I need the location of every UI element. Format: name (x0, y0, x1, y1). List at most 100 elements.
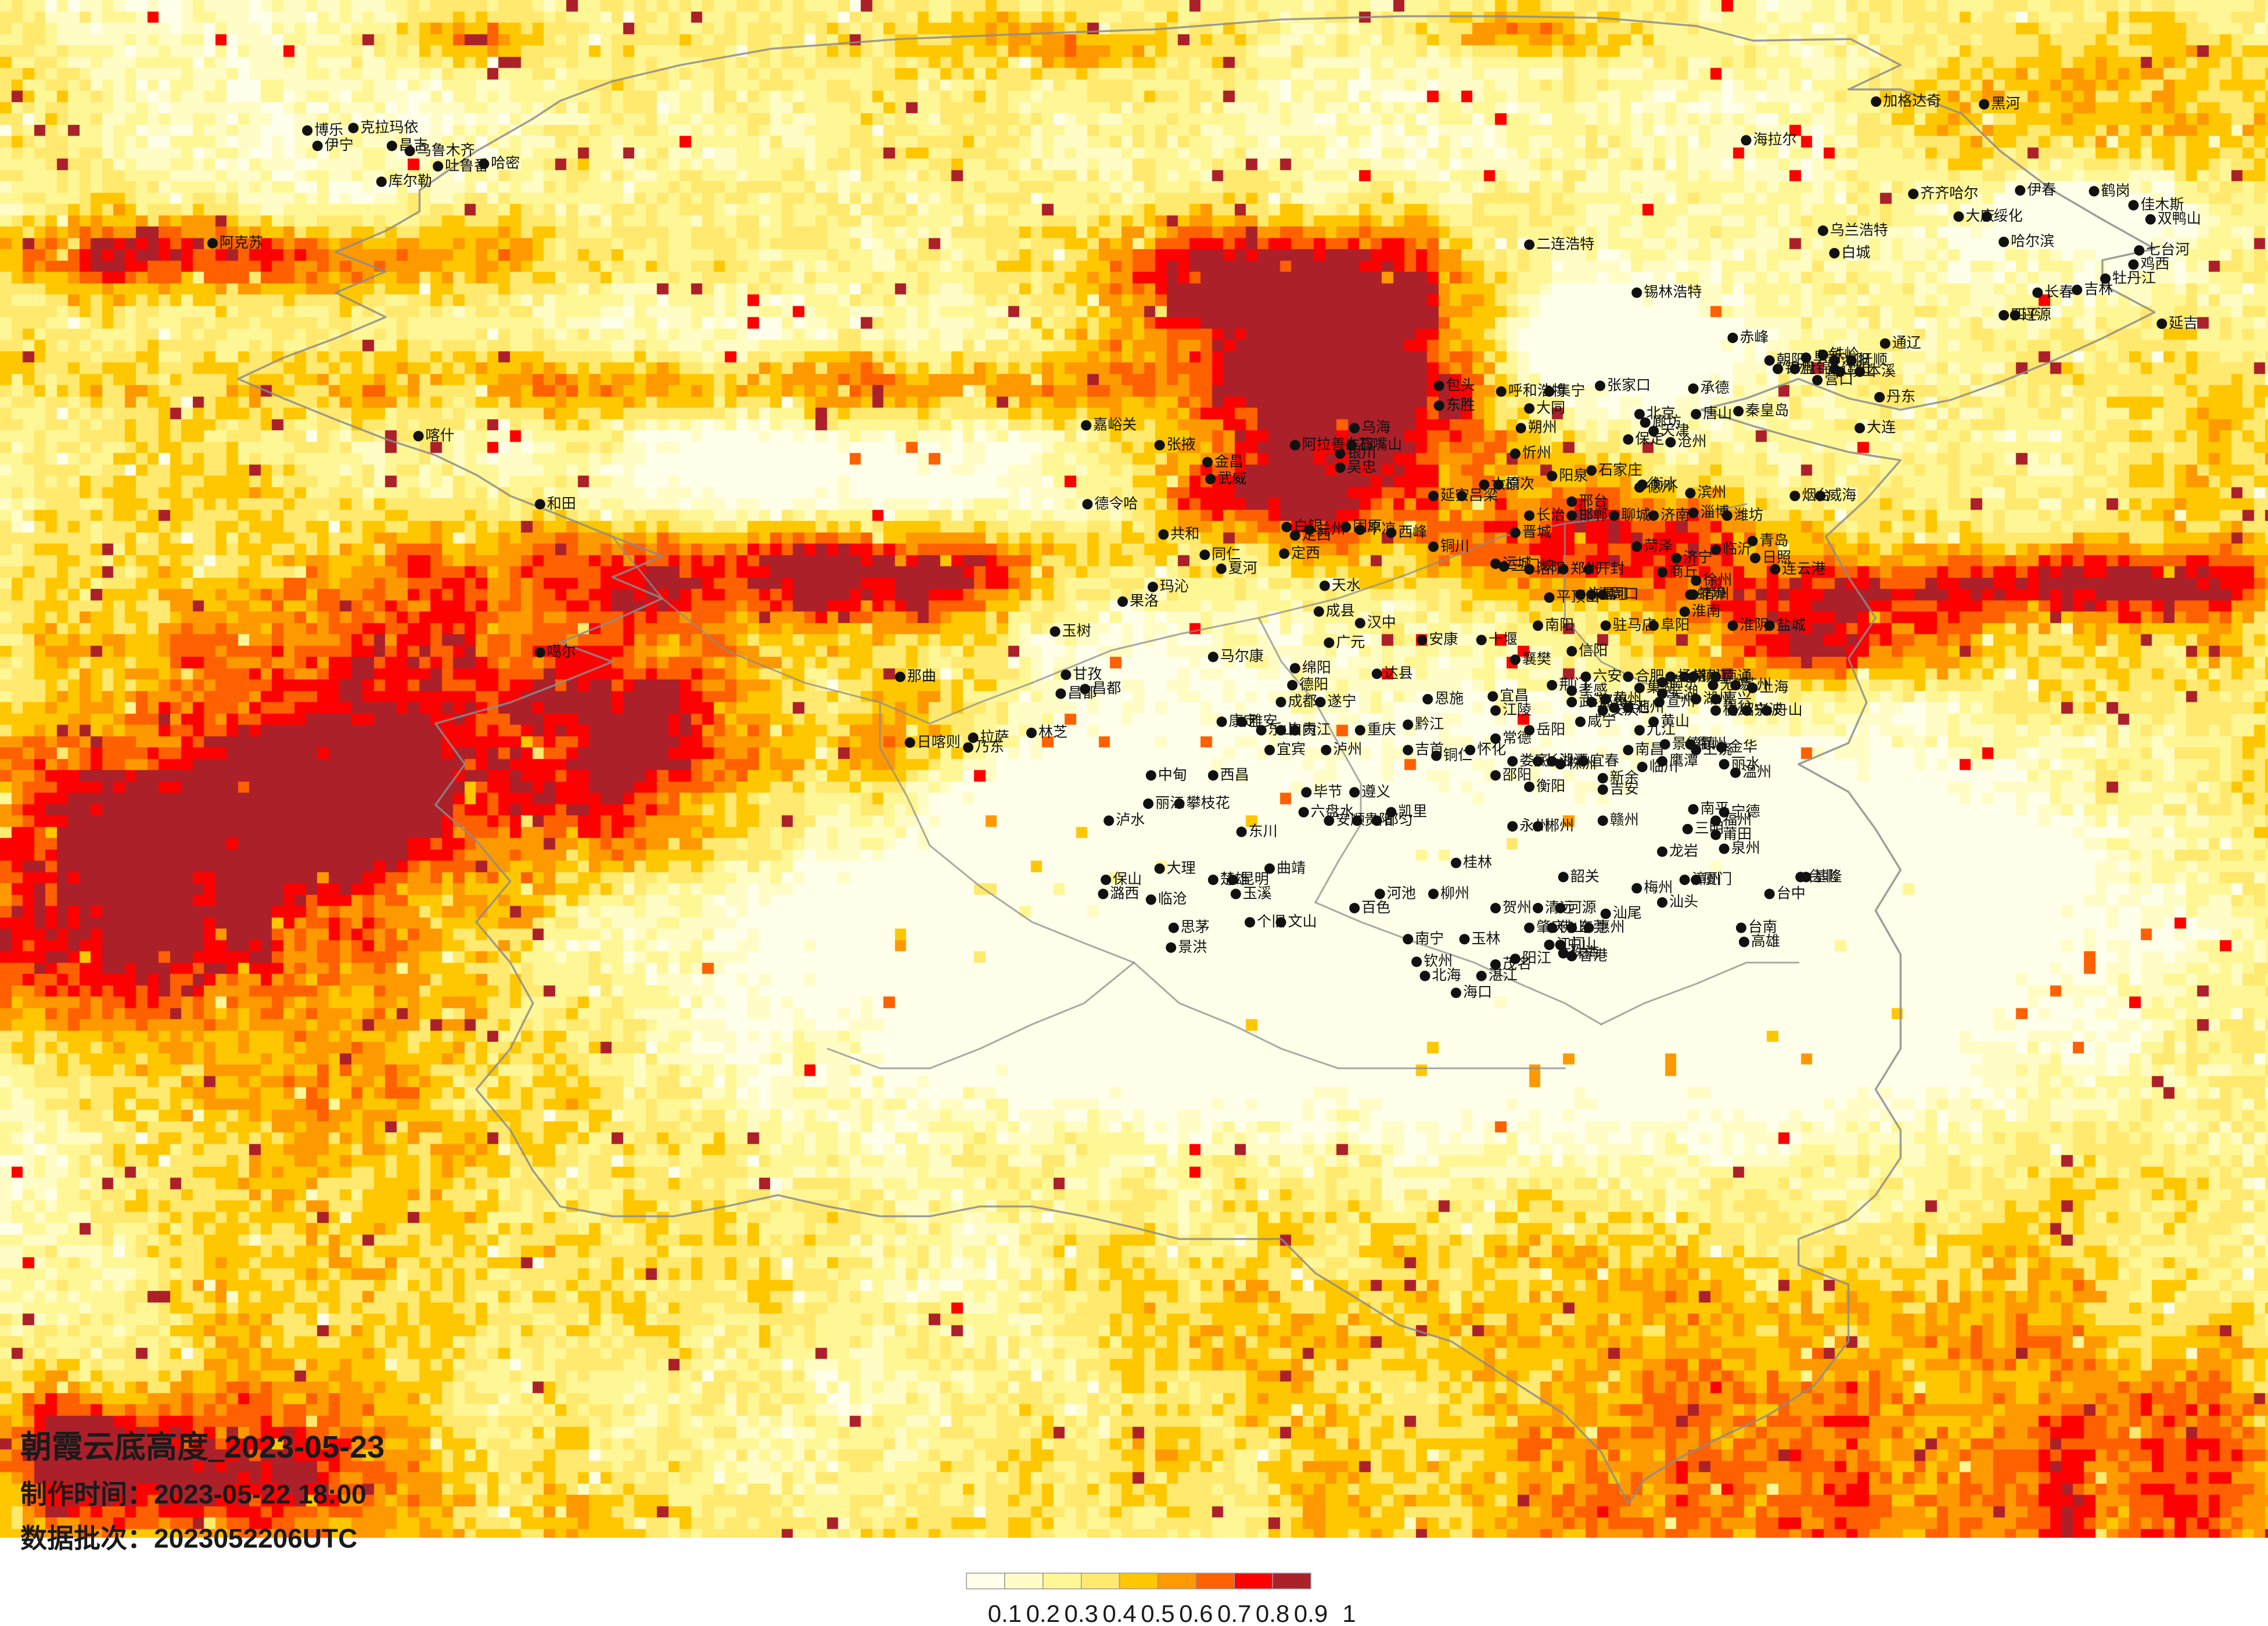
svg-text:成县: 成县 (1326, 603, 1355, 619)
svg-text:吴忠: 吴忠 (1347, 459, 1376, 475)
svg-text:0.2: 0.2 (1026, 1600, 1060, 1626)
svg-text:黔江: 黔江 (1415, 716, 1444, 732)
svg-text:廊坊: 廊坊 (1652, 414, 1681, 430)
svg-text:铜川: 铜川 (1440, 538, 1469, 554)
svg-text:哈密: 哈密 (491, 155, 520, 171)
svg-text:徐州: 徐州 (1703, 572, 1732, 588)
svg-text:凯里: 凯里 (1398, 804, 1427, 820)
svg-text:宣州: 宣州 (1666, 693, 1695, 710)
svg-text:本溪: 本溪 (1867, 363, 1896, 379)
svg-text:伊宁: 伊宁 (325, 137, 354, 153)
svg-text:武威: 武威 (1217, 470, 1246, 487)
svg-text:阿克苏: 阿克苏 (220, 235, 263, 251)
svg-text:连云港: 连云港 (1782, 560, 1825, 577)
svg-text:延安: 延安 (1440, 487, 1469, 503)
svg-text:阿拉善左旗: 阿拉善左旗 (1302, 437, 1375, 453)
svg-text:乌鲁木齐: 乌鲁木齐 (417, 142, 475, 159)
svg-text:那曲: 那曲 (907, 668, 936, 685)
svg-text:克拉玛依: 克拉玛依 (360, 119, 418, 135)
svg-text:喀什: 喀什 (426, 427, 455, 444)
svg-text:泉州: 泉州 (1731, 840, 1760, 857)
svg-text:定西: 定西 (1291, 545, 1320, 561)
svg-text:伊春: 伊春 (2027, 182, 2056, 198)
svg-text:汕头: 汕头 (1669, 894, 1698, 910)
svg-text:内江: 内江 (1302, 722, 1331, 738)
svg-text:六盘水: 六盘水 (1311, 804, 1354, 820)
svg-text:林芝: 林芝 (1038, 724, 1067, 740)
svg-text:达县: 达县 (1384, 665, 1413, 681)
svg-text:巢湖: 巢湖 (1647, 679, 1676, 696)
svg-text:榆次: 榆次 (1505, 476, 1534, 492)
svg-text:晋城: 晋城 (1522, 524, 1551, 540)
svg-text:夏河: 夏河 (1228, 560, 1257, 576)
svg-text:舟山: 舟山 (1774, 702, 1803, 718)
svg-text:十堰: 十堰 (1489, 631, 1518, 647)
svg-text:张家口: 张家口 (1607, 377, 1651, 393)
svg-text:高雄: 高雄 (1751, 933, 1780, 949)
svg-text:甘孜: 甘孜 (1073, 666, 1102, 682)
svg-text:2023-05-23: 2023-05-23 (224, 1430, 384, 1465)
svg-text:娄底: 娄底 (1519, 753, 1548, 769)
svg-text:秦皇岛: 秦皇岛 (1745, 402, 1789, 419)
svg-text:台中: 台中 (1777, 885, 1806, 901)
svg-text:制作时间：: 制作时间： (20, 1480, 154, 1509)
svg-text:通辽: 通辽 (1892, 335, 1921, 351)
svg-text:玉林: 玉林 (1472, 930, 1501, 947)
svg-text:青岛: 青岛 (1759, 533, 1788, 549)
svg-text:厦门: 厦门 (1703, 871, 1732, 887)
svg-text:双鸭山: 双鸭山 (2158, 211, 2201, 227)
svg-text:天水: 天水 (1332, 577, 1361, 593)
svg-text:0.3: 0.3 (1064, 1600, 1098, 1626)
svg-text:临沂: 临沂 (1723, 541, 1752, 557)
svg-text:宁德: 宁德 (1731, 804, 1760, 820)
svg-text:济南: 济南 (1660, 507, 1690, 523)
svg-text:2023052206UTC: 2023052206UTC (154, 1523, 357, 1553)
svg-text:遂宁: 遂宁 (1328, 693, 1357, 710)
svg-text:吉林: 吉林 (2084, 281, 2113, 297)
svg-text:曲靖: 曲靖 (1277, 860, 1306, 876)
svg-text:博乐: 博乐 (314, 122, 343, 138)
svg-text:黄山: 黄山 (1660, 713, 1690, 729)
svg-text:临沧: 临沧 (1158, 891, 1187, 907)
svg-text:玛沁: 玛沁 (1160, 578, 1189, 595)
svg-text:日喀则: 日喀则 (917, 734, 961, 750)
svg-text:安康: 安康 (1429, 631, 1458, 647)
svg-text:威海: 威海 (1827, 487, 1856, 503)
svg-text:噶尔: 噶尔 (547, 644, 576, 660)
svg-text:盐城: 盐城 (1777, 617, 1806, 633)
svg-text:汕尾: 汕尾 (1613, 905, 1642, 922)
svg-text:承德: 承德 (1701, 380, 1730, 396)
svg-text:赣州: 赣州 (1610, 812, 1639, 828)
svg-text:温州: 温州 (1742, 764, 1771, 780)
svg-text:乌兰浩特: 乌兰浩特 (1830, 222, 1888, 238)
svg-text:遵义: 遵义 (1361, 783, 1390, 800)
svg-text:南阳: 南阳 (1545, 617, 1574, 633)
svg-text:金华: 金华 (1728, 739, 1757, 755)
svg-text:蚌埠: 蚌埠 (1697, 586, 1726, 602)
svg-text:张掖: 张掖 (1167, 437, 1196, 453)
svg-text:2023-05-22 18:00: 2023-05-22 18:00 (154, 1479, 366, 1509)
svg-text:上海: 上海 (1759, 679, 1788, 696)
svg-text:唐山: 唐山 (1703, 405, 1732, 422)
svg-text:聊城: 聊城 (1621, 507, 1650, 523)
svg-text:0.7: 0.7 (1217, 1600, 1251, 1626)
svg-text:怀化: 怀化 (1477, 742, 1506, 758)
svg-text:景洪: 景洪 (1178, 939, 1207, 955)
svg-text:德阳: 德阳 (1299, 677, 1328, 693)
svg-text:玉树: 玉树 (1062, 623, 1091, 639)
svg-text:昌都: 昌都 (1092, 681, 1121, 697)
svg-text:大连: 大连 (1867, 419, 1896, 436)
svg-text:济宁: 济宁 (1683, 549, 1712, 566)
svg-text:吉安: 吉安 (1610, 781, 1639, 797)
svg-text:集宁: 集宁 (1557, 383, 1586, 399)
svg-text:潍坊: 潍坊 (1734, 507, 1763, 523)
svg-text:汉中: 汉中 (1367, 614, 1396, 631)
svg-text:池州: 池州 (1635, 699, 1664, 715)
svg-text:石家庄: 石家庄 (1598, 462, 1642, 478)
svg-text:北海: 北海 (1432, 967, 1461, 984)
svg-text:西昌: 西昌 (1220, 767, 1249, 783)
svg-text:攀枝花: 攀枝花 (1187, 795, 1230, 811)
svg-text:1: 1 (1342, 1600, 1356, 1626)
svg-text:乃东: 乃东 (975, 739, 1004, 755)
svg-text:长春: 长春 (2044, 284, 2073, 300)
